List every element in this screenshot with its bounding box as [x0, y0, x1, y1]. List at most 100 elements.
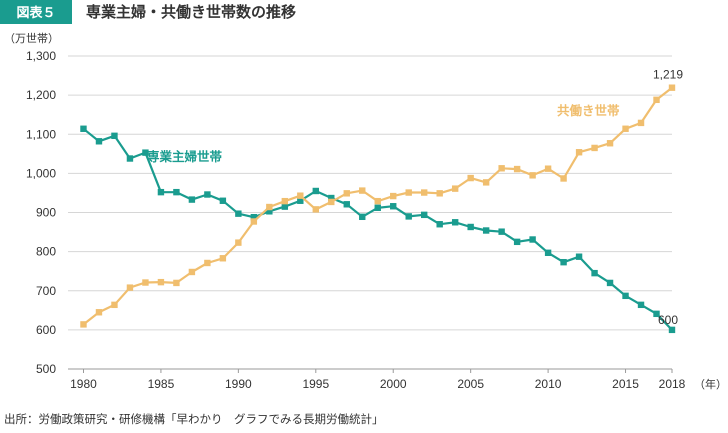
data-point: [467, 174, 474, 182]
x-tick-label: 2000: [380, 377, 407, 391]
data-point: [606, 140, 614, 147]
data-point: [95, 309, 103, 316]
x-axis-unit: （年）: [694, 377, 727, 391]
data-point: [219, 255, 227, 262]
data-point: [560, 175, 567, 182]
data-point: [513, 165, 521, 173]
x-axis-ticks: 1980 1985 1990 1995 2000 2005 2010 2015 2018: [70, 369, 686, 391]
data-point: [606, 279, 614, 287]
data-point: [498, 228, 505, 235]
series-layer: [80, 84, 676, 334]
data-point: [374, 197, 381, 205]
data-point: [297, 192, 304, 199]
data-point: [544, 165, 552, 172]
header-badge-text: 図表５: [16, 5, 55, 21]
data-point: [204, 259, 211, 267]
data-point: [436, 221, 443, 228]
data-point: [668, 84, 676, 91]
header-badge: [0, 0, 72, 24]
y-tick-label: 1,200: [26, 88, 56, 102]
x-tick-label: 2015: [612, 377, 639, 391]
data-point: [544, 249, 552, 256]
data-point: [529, 236, 536, 243]
data-point: [95, 138, 103, 145]
data-point: [591, 269, 598, 277]
data-point: [343, 190, 350, 197]
x-tick-label: 1990: [225, 377, 252, 391]
data-point: [281, 203, 289, 210]
grid: [68, 55, 672, 370]
data-point: [328, 194, 335, 202]
data-point: [188, 196, 196, 203]
data-point: [80, 321, 87, 328]
data-point: [126, 155, 134, 162]
x-tick-label: 2010: [535, 377, 562, 391]
data-point: [142, 149, 149, 156]
data-point: [111, 301, 118, 309]
data-point: [482, 179, 490, 186]
y-tick-label: 900: [36, 206, 56, 220]
end-label-dual-income: 1,219: [653, 68, 683, 82]
source-note: 出所：労働政策研究・研修機構「早わかり グラフでみる長期労働統計」: [4, 412, 384, 426]
data-point: [513, 238, 521, 246]
data-point: [482, 227, 490, 234]
chart-title: 専業主婦・共働き世帯数の推移: [86, 3, 296, 21]
data-point: [374, 204, 381, 212]
y-tick-label: 1,300: [26, 49, 56, 63]
data-point: [498, 165, 505, 172]
data-point: [622, 125, 629, 132]
data-point: [266, 208, 273, 215]
data-point: [188, 268, 196, 276]
data-point: [312, 187, 319, 195]
data-point: [235, 239, 242, 246]
data-point: [653, 96, 660, 104]
x-tick-label: 1980: [70, 377, 97, 391]
data-point: [250, 213, 258, 221]
series-label-dual-income: 共働き世帯: [557, 103, 620, 118]
data-point: [451, 219, 459, 226]
data-point: [390, 203, 397, 210]
data-point: [575, 253, 583, 260]
data-point: [575, 149, 583, 156]
data-point: [328, 198, 335, 206]
y-tick-label: 600: [36, 323, 56, 337]
data-point: [173, 188, 180, 196]
data-point: [359, 187, 366, 194]
data-point: [219, 197, 227, 204]
data-point: [467, 223, 474, 231]
series-label-housewife: 専業主婦世帯: [147, 149, 223, 164]
data-point: [250, 218, 258, 225]
y-axis-unit: （万世帯）: [4, 32, 59, 45]
y-tick-label: 800: [36, 245, 56, 259]
data-point: [390, 192, 397, 200]
data-point: [157, 188, 165, 196]
data-point: [266, 203, 273, 211]
x-tick-label: 2018: [659, 377, 686, 391]
data-point: [622, 292, 629, 300]
data-point: [405, 213, 412, 220]
data-point: [111, 132, 118, 140]
x-tick-label: 2005: [457, 377, 484, 391]
data-point: [157, 278, 165, 286]
data-point: [637, 119, 645, 127]
data-point: [142, 279, 149, 286]
y-tick-label: 1,100: [26, 127, 56, 141]
data-point: [591, 144, 598, 152]
data-point: [451, 185, 459, 192]
data-point: [359, 213, 366, 221]
x-tick-label: 1995: [302, 377, 329, 391]
data-point: [204, 191, 211, 198]
data-point: [529, 172, 536, 179]
y-tick-label: 500: [36, 362, 56, 376]
end-label-housewife: 600: [658, 313, 678, 327]
data-point: [312, 206, 319, 213]
data-point: [637, 301, 645, 309]
data-point: [421, 189, 428, 196]
y-axis-ticks: 500 600 700 800 900 1,000 1,100 1,200 1,300: [26, 49, 56, 376]
data-point: [668, 326, 676, 334]
y-tick-label: 1,000: [26, 166, 56, 180]
data-point: [343, 201, 350, 208]
data-point: [281, 197, 289, 205]
y-tick-label: 700: [36, 284, 56, 298]
